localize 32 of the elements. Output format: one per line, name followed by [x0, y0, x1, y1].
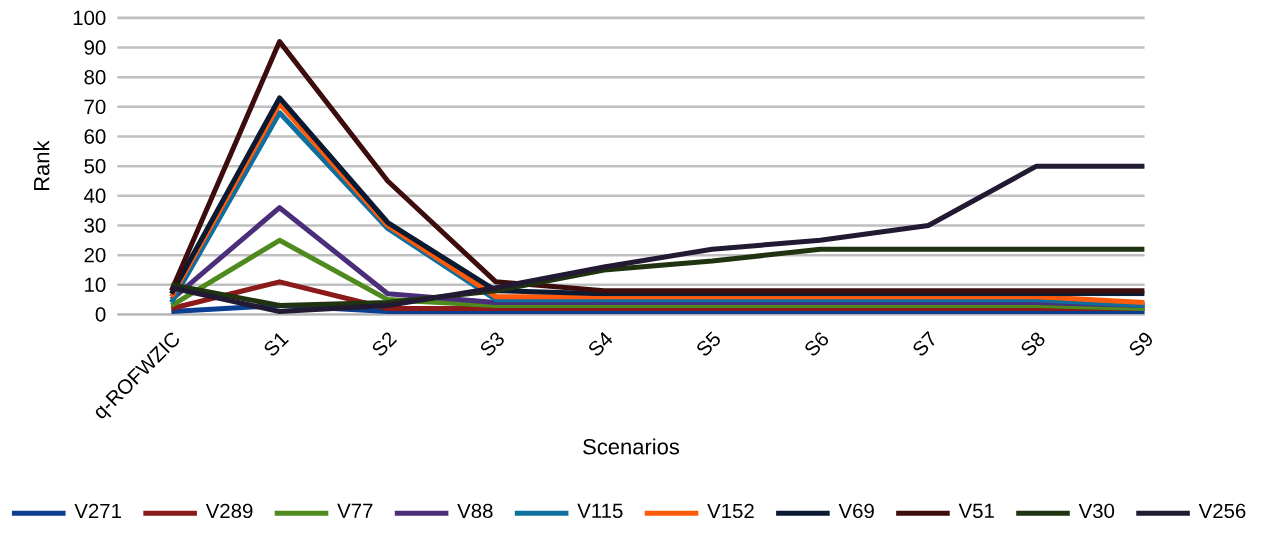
legend-label: V271 [74, 503, 121, 518]
y-tick-label: 0 [95, 307, 106, 322]
x-tick-label: S6 [805, 332, 829, 356]
y-tick-label: 40 [84, 188, 106, 203]
legend-label: V30 [1078, 503, 1115, 519]
x-tick-label: S7 [913, 330, 935, 356]
legend-label: V256 [1198, 503, 1246, 519]
y-tick-label: 100 [73, 10, 106, 25]
y-axis-title: Rank [33, 140, 50, 190]
x-axis-title: Scenarios [583, 438, 680, 455]
x-tick-label: S9 [1129, 332, 1152, 356]
x-tick-label: S1 [264, 333, 289, 356]
legend-label: V77 [337, 503, 373, 518]
x-tick-label: S4 [589, 332, 613, 356]
legend-label: V88 [457, 503, 493, 519]
y-tick-label: 60 [84, 129, 106, 144]
legend-label: V152 [707, 503, 754, 519]
y-tick-label: 90 [84, 40, 106, 55]
legend-label: V115 [577, 503, 623, 518]
x-tick-label: S3 [480, 332, 504, 356]
y-tick-label: 10 [85, 277, 106, 292]
y-tick-label: 80 [84, 69, 106, 85]
x-tick-label: S8 [1021, 332, 1045, 356]
legend-label: V51 [958, 503, 994, 518]
legend-label: V289 [205, 503, 253, 519]
x-tick-label: S5 [697, 331, 720, 356]
legend-label: V69 [838, 503, 874, 519]
y-tick-label: 20 [84, 247, 106, 263]
y-tick-label: 50 [84, 158, 106, 174]
y-tick-label: 30 [84, 218, 106, 233]
y-tick-label: 70 [84, 99, 106, 114]
x-tick-label: S2 [372, 332, 398, 356]
